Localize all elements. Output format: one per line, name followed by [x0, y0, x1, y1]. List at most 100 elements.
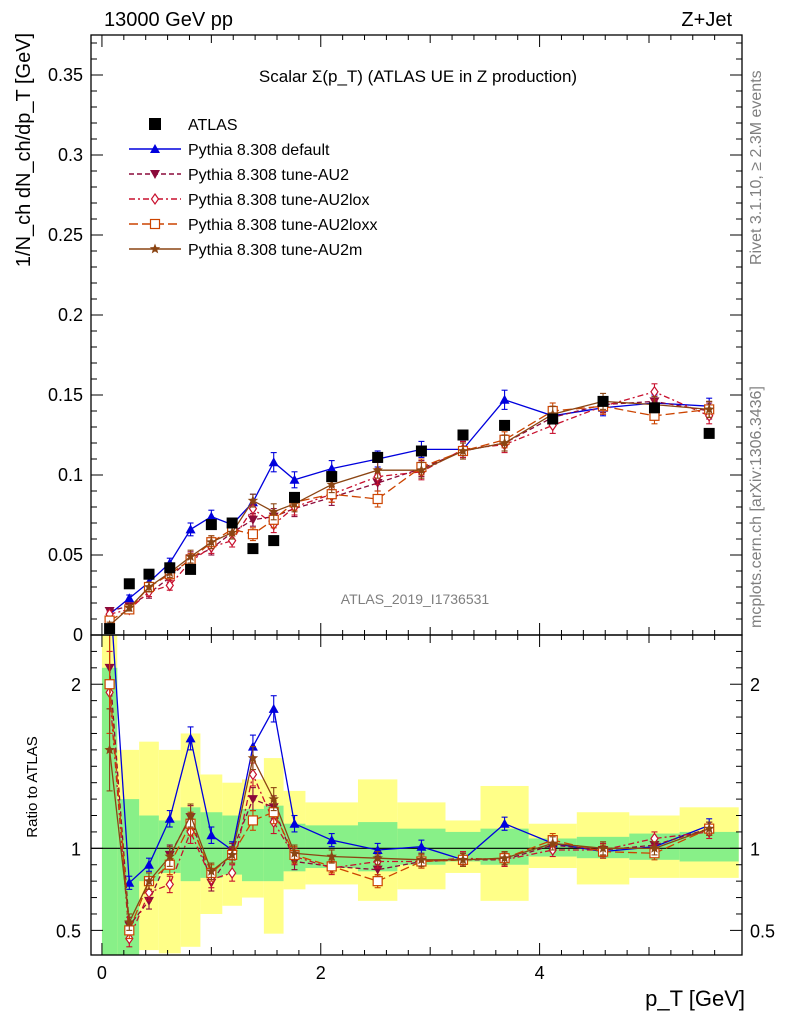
legend-entry: Pythia 8.308 default	[129, 142, 330, 159]
y-tick-label: 0.05	[48, 545, 83, 565]
data-point	[268, 703, 279, 713]
data-point	[226, 849, 238, 860]
data-point	[268, 793, 279, 804]
data-point	[416, 841, 427, 851]
ratio-uncertainty-bands	[101, 635, 739, 955]
mcplots-label: mcplots.cern.ch [arXiv:1306.3436]	[748, 386, 765, 628]
data-point	[248, 768, 258, 781]
atlas-data-point	[547, 413, 559, 425]
legend-entry-atlas: ATLAS	[149, 117, 238, 134]
data-point	[326, 851, 337, 861]
data-point	[143, 859, 154, 869]
y-tick-label: 0.15	[48, 385, 83, 405]
legend-marker	[150, 192, 160, 206]
axes: 0 0.05 0.1 0.15 0.2 0.25 0.3 0.35 0 2 4 0.5 0.5 1 1 2 2	[48, 34, 775, 983]
data-point	[164, 851, 175, 861]
y-tick-label: 0.2	[58, 305, 83, 325]
legend-label: Pythia 8.308 tune-AU2loxx	[188, 217, 377, 234]
legend-entry: Pythia 8.308 tune-AU2lox	[129, 192, 369, 209]
atlas-data-point	[143, 568, 155, 580]
atlas-data-point	[499, 419, 511, 431]
data-point	[247, 529, 259, 540]
ratio-y-tick-label: 0.5	[56, 921, 81, 941]
data-point	[165, 579, 175, 592]
data-point	[372, 852, 383, 863]
data-point	[227, 866, 237, 879]
plot-title: Scalar Σ(p_T) (ATLAS UE in Z production)	[259, 67, 577, 86]
data-point	[416, 464, 427, 475]
data-point	[226, 527, 238, 537]
data-point	[247, 495, 259, 505]
data-point	[457, 854, 469, 865]
data-point	[372, 493, 383, 505]
data-point	[289, 474, 300, 484]
data-point	[144, 886, 154, 899]
watermark: ATLAS_2019_I1736531	[341, 591, 490, 607]
series-pythia-8-308-tune-au2	[104, 392, 715, 616]
atlas-data-point	[226, 517, 238, 529]
atlas-data-point	[289, 491, 301, 503]
data-point	[268, 506, 279, 517]
data-point	[703, 403, 715, 414]
data-point	[247, 795, 258, 805]
legend-entry: Pythia 8.308 tune-AU2loxx	[129, 217, 377, 234]
data-point	[104, 679, 115, 690]
data-point	[326, 479, 337, 489]
data-point	[185, 551, 196, 561]
data-point	[289, 498, 300, 509]
legend-marker	[149, 218, 161, 230]
data-point	[457, 445, 469, 456]
legend-marker	[150, 144, 160, 153]
process-label: Z+Jet	[681, 9, 732, 31]
x-axis-label: p_T [GeV]	[645, 986, 745, 1011]
ratio-y-tick-label-right: 2	[750, 675, 760, 695]
energy-label: 13000 GeV pp	[104, 9, 233, 31]
data-point	[289, 847, 300, 858]
atlas-data-point	[703, 427, 715, 439]
ratio-y-tick-label: 1	[71, 839, 81, 859]
atlas-data-point	[597, 395, 609, 407]
ratio-y-tick-label-right: 1	[750, 839, 760, 859]
green-band	[200, 812, 223, 878]
data-point	[143, 875, 155, 886]
data-point	[416, 854, 427, 865]
ratio-y-axis-label: Ratio to ATLAS	[24, 736, 41, 837]
data-point	[703, 823, 715, 834]
atlas-data-point	[123, 578, 135, 590]
data-point	[104, 744, 115, 755]
atlas-data-point	[247, 543, 259, 555]
ratio-plot-area	[91, 635, 742, 948]
atlas-data-point	[164, 562, 176, 574]
data-point	[649, 842, 660, 853]
legend-marker	[149, 118, 161, 130]
atlas-data-point	[268, 535, 280, 547]
series-line	[109, 405, 710, 622]
data-point	[289, 818, 300, 828]
data-point	[597, 842, 609, 853]
legend-marker	[150, 170, 160, 179]
data-point	[206, 511, 217, 521]
data-point	[206, 830, 217, 840]
atlas-data-point	[326, 471, 338, 483]
data-point	[372, 876, 383, 887]
series-pythia-8-308-tune-au2m	[104, 708, 715, 931]
data-point	[165, 878, 175, 891]
data-point	[268, 457, 279, 467]
atlas-data-point	[372, 451, 384, 463]
data-point	[499, 437, 510, 448]
data-point	[124, 602, 135, 613]
data-point	[326, 463, 337, 473]
atlas-data-point	[205, 519, 217, 531]
series-pythia-8-308-tune-au2lox	[105, 383, 714, 621]
legend-label: Pythia 8.308 default	[188, 142, 330, 159]
data-point	[124, 916, 135, 927]
series-pythia-8-308-default	[104, 389, 715, 619]
data-point	[247, 752, 259, 763]
ratio-y-tick-label: 2	[71, 675, 81, 695]
green-band	[241, 808, 264, 882]
x-tick-label: 4	[535, 963, 545, 983]
data-point	[372, 464, 383, 475]
atlas-data-point	[457, 429, 469, 441]
data-point	[547, 837, 558, 848]
